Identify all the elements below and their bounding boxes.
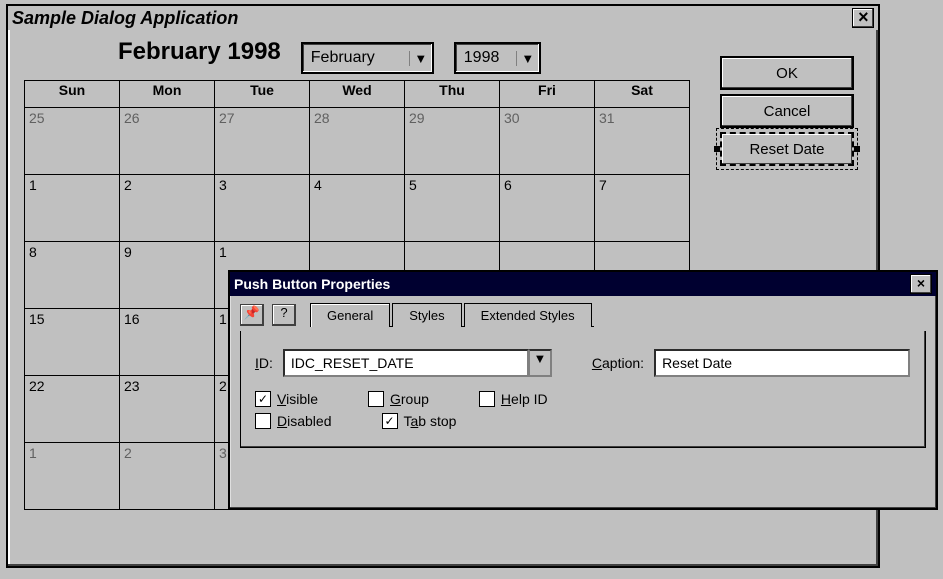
properties-title-text: Push Button Properties (234, 276, 390, 292)
calendar-cell[interactable]: 22 (25, 376, 120, 443)
id-field[interactable]: IDC_RESET_DATE (283, 349, 529, 377)
calendar-day-header: Sat (595, 81, 690, 108)
calendar-cell[interactable]: 9 (120, 242, 215, 309)
checkbox-icon: ✓ (255, 391, 271, 407)
month-combo[interactable]: February ▼ (301, 42, 434, 74)
calendar-cell[interactable]: 26 (120, 108, 215, 175)
calendar-row: 1234567 (25, 175, 690, 242)
chevron-down-icon[interactable]: ▼ (516, 51, 539, 66)
tab-strip: General Styles Extended Styles (310, 302, 594, 327)
checkbox-icon (479, 391, 495, 407)
calendar-cell[interactable]: 28 (310, 108, 405, 175)
calendar-cell[interactable]: 2 (120, 175, 215, 242)
calendar-day-header: Thu (405, 81, 500, 108)
calendar-day-header: Wed (310, 81, 405, 108)
calendar-day-header: Sun (25, 81, 120, 108)
main-titlebar: Sample Dialog Application × (8, 6, 878, 30)
chevron-down-icon[interactable]: ▼ (529, 349, 552, 377)
calendar-cell[interactable]: 2 (120, 443, 215, 510)
group-checkbox[interactable]: Group (368, 391, 429, 407)
caption-label: Caption: (592, 355, 644, 371)
calendar-cell[interactable]: 7 (595, 175, 690, 242)
checkbox-icon: ✓ (382, 413, 398, 429)
main-title-text: Sample Dialog Application (12, 8, 238, 29)
close-icon[interactable]: × (852, 8, 874, 28)
properties-toolbar: 📌 ? General Styles Extended Styles (240, 302, 926, 327)
calendar-header-row: SunMonTueWedThuFriSat (25, 81, 690, 108)
help-icon[interactable]: ? (272, 304, 296, 326)
tab-page-general: IID:D: IDC_RESET_DATE ▼ Caption: Reset D… (240, 331, 926, 448)
ok-button[interactable]: OK (720, 56, 854, 90)
tab-general[interactable]: General (310, 303, 390, 327)
calendar-day-header: Tue (215, 81, 310, 108)
properties-titlebar: Push Button Properties × (230, 272, 936, 296)
dialog-button-group: OK Cancel Reset Date (720, 52, 854, 170)
calendar-day-header: Mon (120, 81, 215, 108)
calendar-cell[interactable]: 16 (120, 309, 215, 376)
calendar-cell[interactable]: 1 (25, 443, 120, 510)
year-combo-value: 1998 (456, 49, 516, 67)
tab-extended-styles[interactable]: Extended Styles (464, 303, 592, 327)
calendar-cell[interactable]: 3 (215, 175, 310, 242)
chevron-down-icon[interactable]: ▼ (409, 51, 432, 66)
cancel-button[interactable]: Cancel (720, 94, 854, 128)
calendar-cell[interactable]: 31 (595, 108, 690, 175)
id-combo[interactable]: IDC_RESET_DATE ▼ (283, 349, 552, 377)
month-year-heading: February 1998 (118, 38, 281, 66)
properties-body: 📌 ? General Styles Extended Styles IID:D… (230, 296, 936, 466)
year-combo[interactable]: 1998 ▼ (454, 42, 541, 74)
caption-field[interactable]: Reset Date (654, 349, 910, 377)
id-label: IID:D: (255, 355, 273, 371)
calendar-cell[interactable]: 6 (500, 175, 595, 242)
calendar-cell[interactable]: 4 (310, 175, 405, 242)
checkbox-icon (368, 391, 384, 407)
properties-window: Push Button Properties × 📌 ? General Sty… (228, 270, 938, 510)
calendar-cell[interactable]: 8 (25, 242, 120, 309)
calendar-day-header: Fri (500, 81, 595, 108)
calendar-cell[interactable]: 23 (120, 376, 215, 443)
calendar-cell[interactable]: 25 (25, 108, 120, 175)
close-icon[interactable]: × (910, 274, 932, 294)
disabled-checkbox[interactable]: Disabled (255, 413, 332, 429)
calendar-cell[interactable]: 1 (25, 175, 120, 242)
calendar-cell[interactable]: 29 (405, 108, 500, 175)
helpid-checkbox[interactable]: Help ID (479, 391, 548, 407)
tabstop-checkbox[interactable]: ✓ Tab stop (382, 413, 457, 429)
pin-icon[interactable]: 📌 (240, 304, 264, 326)
month-combo-value: February (303, 49, 409, 67)
tab-styles[interactable]: Styles (392, 303, 461, 327)
visible-checkbox[interactable]: ✓ Visible (255, 391, 318, 407)
calendar-cell[interactable]: 15 (25, 309, 120, 376)
calendar-cell[interactable]: 5 (405, 175, 500, 242)
reset-date-button[interactable]: Reset Date (720, 132, 854, 166)
calendar-row: 25262728293031 (25, 108, 690, 175)
calendar-cell[interactable]: 27 (215, 108, 310, 175)
checkbox-icon (255, 413, 271, 429)
calendar-cell[interactable]: 30 (500, 108, 595, 175)
